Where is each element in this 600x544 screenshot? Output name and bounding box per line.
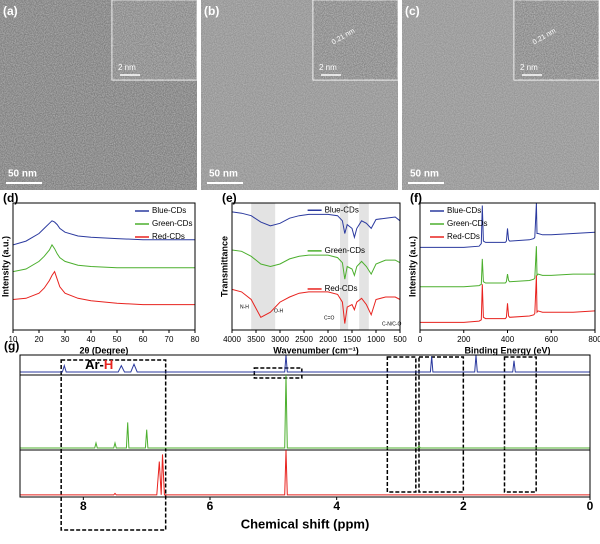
- annotation: Ar-H: [85, 357, 113, 372]
- dashed-box: [503, 356, 537, 493]
- x-tick-label: 500: [393, 335, 407, 344]
- legend-label: Green-CDs: [447, 219, 487, 228]
- plot-frame: [419, 202, 596, 331]
- inset-scale-label: 2 nm: [118, 63, 136, 72]
- x-tick-label: 2: [460, 499, 467, 513]
- legend-label: Red-CDs: [152, 232, 185, 241]
- annotation: O-H: [274, 308, 284, 314]
- x-tick-label: 200: [457, 335, 471, 344]
- scale-bar-label: 50 nm: [410, 169, 439, 180]
- x-tick-label: 1500: [343, 335, 361, 344]
- x-tick-label: 4000: [223, 335, 241, 344]
- inset-grain: [112, 0, 197, 80]
- annotation: C=O: [324, 315, 335, 321]
- inset-scale-label: 2 nm: [319, 63, 337, 72]
- legend-label: Green-CDs: [152, 219, 192, 228]
- panel-label: (a): [3, 4, 18, 18]
- x-axis-label: Wavenumber (cm⁻¹): [273, 345, 358, 355]
- annotation-part: Ar-: [85, 357, 104, 372]
- inset-scale-label: 2 nm: [520, 63, 538, 72]
- legend-label: Blue-CDs: [447, 206, 481, 215]
- x-tick-label: 4: [333, 499, 340, 513]
- band: [340, 203, 349, 330]
- series-line: [20, 450, 590, 496]
- legend-label: Blue-CDs: [325, 205, 359, 214]
- series-line: [420, 203, 595, 248]
- series-line: [420, 246, 595, 288]
- x-tick-label: 600: [545, 335, 559, 344]
- x-tick-label: 800: [588, 335, 600, 344]
- x-tick-label: 10: [9, 335, 18, 344]
- x-tick-label: 400: [501, 335, 515, 344]
- x-tick-label: 6: [207, 499, 214, 513]
- plot-frame: [19, 354, 591, 498]
- panel-label: (e): [222, 191, 237, 205]
- x-tick-label: 80: [191, 335, 200, 344]
- y-axis-label: Transmittance: [219, 236, 229, 297]
- x-axis-label: Binding Energy (eV): [464, 345, 550, 355]
- series-line: [232, 249, 400, 280]
- annotation: C-N/C-O: [382, 321, 402, 327]
- x-tick-label: 50: [113, 335, 122, 344]
- panel-label: (f): [410, 191, 422, 205]
- dashed-box: [386, 356, 417, 493]
- series-line: [420, 275, 595, 323]
- legend-label: Green-CDs: [325, 246, 365, 255]
- x-tick-label: 8: [80, 499, 87, 513]
- series-line: [13, 270, 195, 306]
- inset-grain: [313, 0, 398, 80]
- panel-label: (d): [3, 191, 18, 205]
- x-tick-label: 2000: [319, 335, 337, 344]
- panel-label: (c): [405, 4, 420, 18]
- annotation: N-H: [240, 304, 249, 310]
- annotation-part: H: [104, 357, 113, 372]
- x-tick-label: 0: [418, 335, 423, 344]
- band: [359, 203, 369, 330]
- x-tick-label: 3500: [247, 335, 265, 344]
- inset-grain: [514, 0, 599, 80]
- x-tick-label: 60: [139, 335, 148, 344]
- panel-label: (b): [204, 4, 219, 18]
- x-axis-label: Chemical shift (ppm): [241, 516, 370, 531]
- x-tick-label: 40: [87, 335, 96, 344]
- x-tick-label: 3000: [271, 335, 289, 344]
- x-tick-label: 0: [587, 499, 594, 513]
- plot-frame: [12, 202, 196, 331]
- x-axis-label: 2θ (Degree): [80, 345, 129, 355]
- legend-label: Red-CDs: [447, 232, 480, 241]
- series-line: [20, 355, 590, 373]
- series-line: [13, 220, 195, 246]
- series-line: [20, 374, 590, 449]
- series-line: [232, 288, 400, 324]
- dashed-box: [60, 359, 167, 531]
- y-axis-label: Intensity (a.u.): [407, 236, 417, 297]
- legend-label: Blue-CDs: [152, 206, 186, 215]
- scale-bar-label: 50 nm: [209, 169, 238, 180]
- series-line: [232, 211, 400, 240]
- dashed-box: [253, 367, 303, 379]
- legend-label: Red-CDs: [325, 284, 358, 293]
- x-tick-label: 20: [35, 335, 44, 344]
- series-line: [13, 243, 195, 273]
- y-axis-label: Intensity (a.u.): [0, 236, 10, 297]
- x-tick-label: 2500: [295, 335, 313, 344]
- x-tick-label: 1000: [367, 335, 385, 344]
- plot-frame: [231, 202, 401, 331]
- scale-bar-label: 50 nm: [8, 169, 37, 180]
- x-tick-label: 30: [61, 335, 70, 344]
- dashed-box: [418, 356, 465, 493]
- x-tick-label: 70: [165, 335, 174, 344]
- panel-label: (g): [4, 339, 19, 353]
